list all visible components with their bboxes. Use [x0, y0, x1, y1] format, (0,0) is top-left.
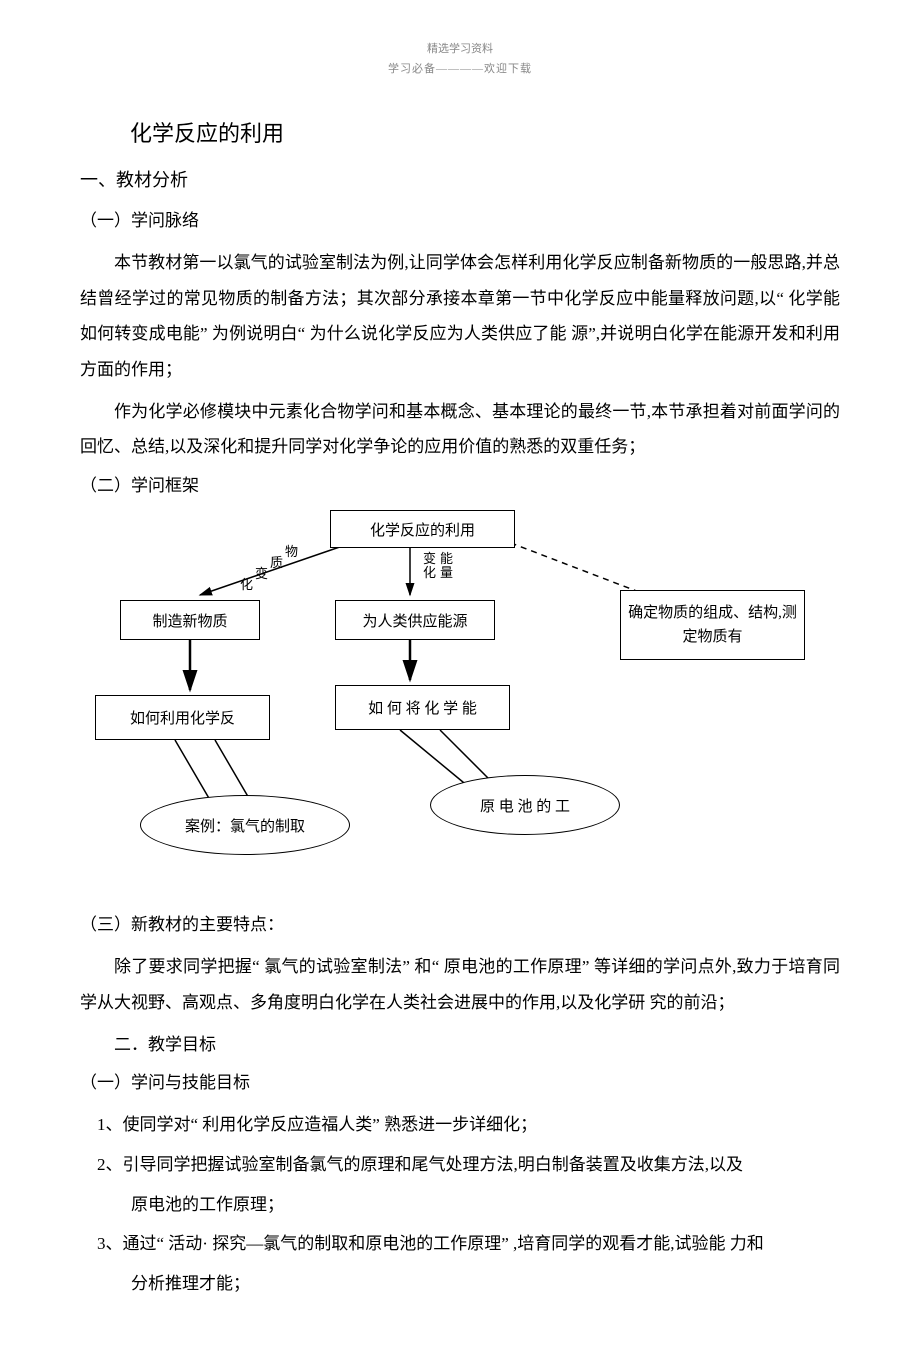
subsection-4: （一）学问与技能目标 — [80, 1068, 840, 1093]
document-title: 化学反应的利用 — [130, 116, 840, 148]
edge-label: 化 — [423, 566, 436, 580]
list-item-1: 1、使同学对“ 利用化学反应造福人类” 熟悉进一步详细化； — [97, 1107, 840, 1143]
ellipse-chlorine: 案例：氯气的制取 — [140, 795, 350, 855]
knowledge-framework-diagram: 化学反应的利用 物 质 变 化 能 量 变 化 制造新物质 为人类供应能源 确定… — [80, 510, 840, 890]
node-label: 如何利用化学反 — [130, 707, 235, 728]
list-item-3: 3、通过“ 活动· 探究—氯气的制取和原电池的工作原理” ,培育同学的观看才能,… — [97, 1226, 840, 1262]
node-root-label: 化学反应的利用 — [370, 519, 475, 540]
list-item-3b: 分析推理才能； — [131, 1266, 840, 1302]
paragraph-3: 除了要求同学把握“ 氯气的试验室制法” 和“ 原电池的工作原理” 等详细的学问点… — [80, 949, 840, 1020]
ellipse-battery: 原 电 池 的 工 — [430, 775, 620, 835]
section-heading-1: 一、教材分析 — [80, 166, 840, 192]
node-label: 制造新物质 — [152, 610, 227, 631]
node-how-use: 如何利用化学反 — [95, 695, 270, 740]
edge-label: 变 — [255, 567, 268, 581]
list-item-2b: 原电池的工作原理； — [131, 1187, 840, 1223]
node-energy: 为人类供应能源 — [335, 600, 495, 640]
node-label: 为人类供应能源 — [362, 610, 467, 631]
subsection-2: （二）学问框架 — [80, 471, 840, 496]
subsection-3: （三）新教材的主要特点： — [80, 910, 840, 935]
node-label: 确定物质的组成、结构,测定物质有 — [627, 601, 798, 649]
edge-label: 量 — [440, 566, 453, 580]
section-heading-2: 二．教学目标 — [114, 1027, 840, 1063]
edge-label: 质 — [270, 556, 283, 570]
edge-label: 物 — [285, 545, 298, 559]
node-label: 如 何 将 化 学 能 — [368, 697, 477, 718]
list-item-2: 2、引导同学把握试验室制备氯气的原理和尾气处理方法,明白制备装置及收集方法,以及 — [97, 1147, 840, 1183]
paragraph-2: 作为化学必修模块中元素化合物学问和基本概念、基本理论的最终一节,本节承担着对前面… — [80, 394, 840, 465]
ellipse-label: 原 电 池 的 工 — [480, 795, 570, 816]
subsection-1: （一）学问脉络 — [80, 206, 840, 231]
paragraph-1: 本节教材第一以氯气的试验室制法为例,让同学体会怎样利用化学反应制备新物质的一般思… — [80, 245, 840, 388]
node-make-substance: 制造新物质 — [120, 600, 260, 640]
header-sub: 学习必备————欢迎下载 — [80, 60, 840, 76]
node-root: 化学反应的利用 — [330, 510, 515, 548]
node-how-convert: 如 何 将 化 学 能 — [335, 685, 510, 730]
header-top: 精选学习资料 — [80, 40, 840, 56]
page: 精选学习资料 学习必备————欢迎下载 化学反应的利用 一、教材分析 （一）学问… — [0, 0, 920, 1366]
ellipse-label: 案例：氯气的制取 — [185, 815, 305, 836]
edge-label: 化 — [240, 578, 253, 592]
node-composition: 确定物质的组成、结构,测定物质有 — [620, 590, 805, 660]
